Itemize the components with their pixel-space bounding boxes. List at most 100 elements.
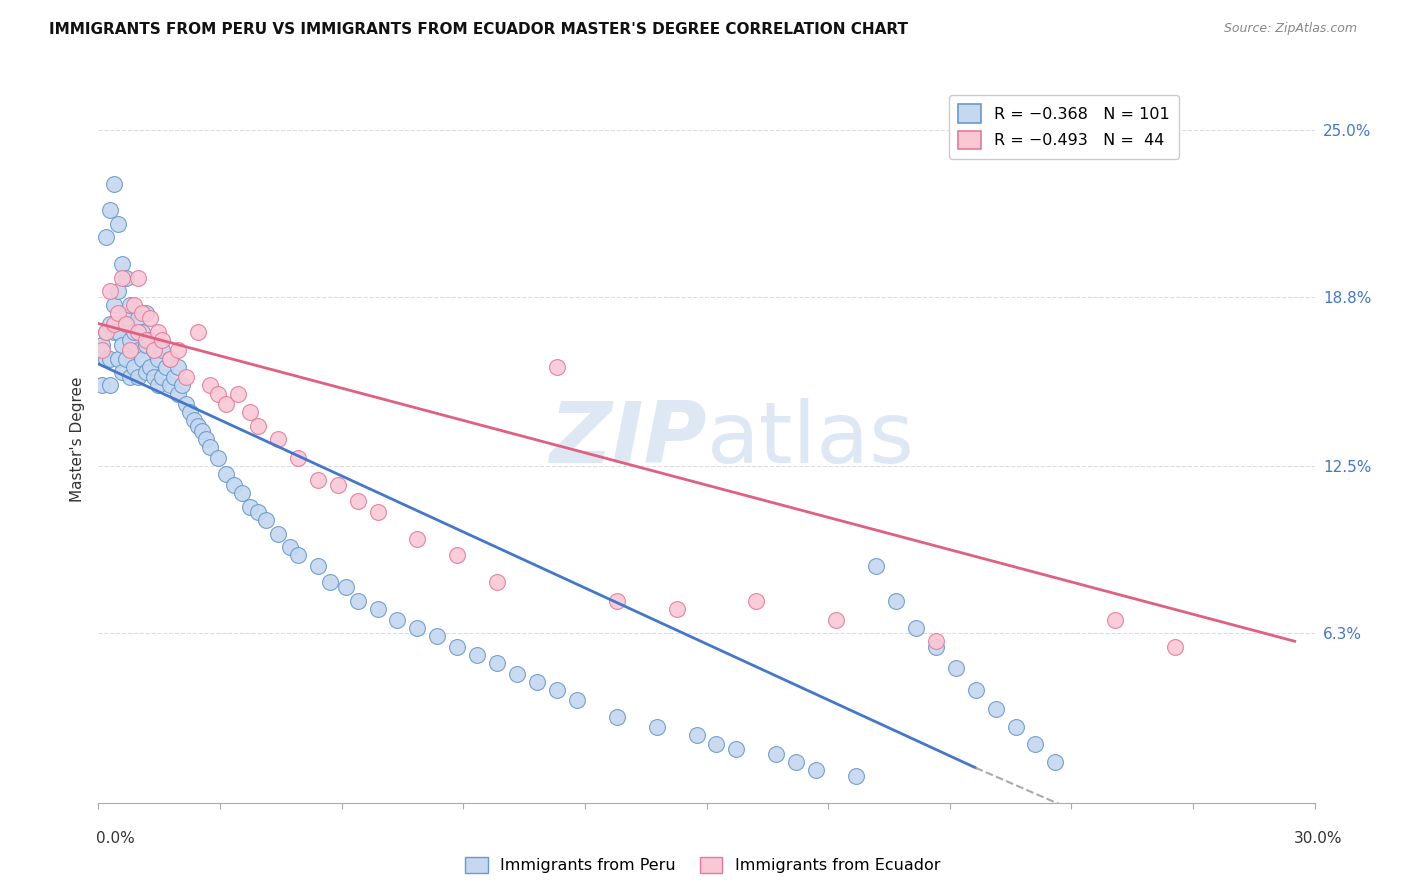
Point bbox=[665, 602, 688, 616]
Point bbox=[163, 370, 186, 384]
Point bbox=[103, 177, 125, 191]
Text: 30.0%: 30.0% bbox=[1295, 831, 1343, 847]
Point bbox=[387, 613, 409, 627]
Point bbox=[131, 351, 153, 366]
Point bbox=[159, 351, 181, 366]
Point bbox=[1164, 640, 1187, 654]
Point bbox=[127, 311, 149, 326]
Legend: Immigrants from Peru, Immigrants from Ecuador: Immigrants from Peru, Immigrants from Ec… bbox=[458, 850, 948, 880]
Point bbox=[884, 594, 907, 608]
Point bbox=[239, 405, 262, 419]
Point bbox=[865, 558, 887, 573]
Point bbox=[167, 386, 190, 401]
Point bbox=[804, 764, 827, 778]
Point bbox=[183, 413, 205, 427]
Point bbox=[465, 648, 488, 662]
Point bbox=[131, 325, 153, 339]
Point bbox=[925, 634, 948, 648]
Point bbox=[215, 467, 238, 482]
Point bbox=[139, 311, 162, 326]
Point bbox=[143, 343, 166, 358]
Point bbox=[765, 747, 787, 762]
Point bbox=[159, 351, 181, 366]
Point bbox=[96, 325, 118, 339]
Point bbox=[785, 756, 807, 770]
Point bbox=[367, 505, 389, 519]
Point bbox=[446, 548, 468, 562]
Point bbox=[96, 230, 118, 244]
Point bbox=[222, 478, 245, 492]
Point bbox=[254, 513, 277, 527]
Point bbox=[207, 451, 229, 466]
Point bbox=[91, 343, 114, 358]
Point bbox=[107, 284, 129, 298]
Point bbox=[346, 494, 368, 508]
Point bbox=[267, 432, 290, 446]
Point bbox=[124, 359, 146, 374]
Point bbox=[103, 298, 125, 312]
Point bbox=[124, 298, 146, 312]
Point bbox=[198, 441, 221, 455]
Point bbox=[446, 640, 468, 654]
Point bbox=[745, 594, 768, 608]
Point bbox=[367, 602, 389, 616]
Point bbox=[565, 693, 588, 707]
Point bbox=[486, 656, 509, 670]
Point bbox=[506, 666, 529, 681]
Point bbox=[187, 418, 209, 433]
Point bbox=[725, 742, 748, 756]
Point bbox=[91, 338, 114, 352]
Point bbox=[135, 365, 157, 379]
Point bbox=[174, 370, 197, 384]
Point bbox=[100, 203, 122, 218]
Point bbox=[825, 613, 848, 627]
Point bbox=[984, 701, 1007, 715]
Point bbox=[406, 621, 429, 635]
Point bbox=[115, 270, 138, 285]
Point bbox=[526, 674, 548, 689]
Point bbox=[187, 325, 209, 339]
Point bbox=[925, 640, 948, 654]
Point bbox=[111, 270, 134, 285]
Point bbox=[226, 386, 249, 401]
Point bbox=[103, 325, 125, 339]
Point bbox=[195, 432, 218, 446]
Point bbox=[120, 298, 142, 312]
Point bbox=[115, 311, 138, 326]
Point bbox=[111, 338, 134, 352]
Point bbox=[239, 500, 262, 514]
Text: ZIP: ZIP bbox=[548, 398, 707, 481]
Point bbox=[135, 306, 157, 320]
Point bbox=[135, 338, 157, 352]
Point bbox=[287, 548, 309, 562]
Point bbox=[148, 351, 170, 366]
Point bbox=[124, 325, 146, 339]
Point bbox=[645, 720, 668, 734]
Point bbox=[904, 621, 927, 635]
Point bbox=[107, 351, 129, 366]
Point bbox=[148, 378, 170, 392]
Point bbox=[111, 365, 134, 379]
Point bbox=[287, 451, 309, 466]
Point bbox=[143, 370, 166, 384]
Point bbox=[326, 478, 349, 492]
Point bbox=[96, 351, 118, 366]
Point bbox=[150, 370, 173, 384]
Point bbox=[307, 558, 329, 573]
Point bbox=[135, 333, 157, 347]
Point bbox=[179, 405, 201, 419]
Point bbox=[246, 418, 269, 433]
Point bbox=[103, 317, 125, 331]
Text: IMMIGRANTS FROM PERU VS IMMIGRANTS FROM ECUADOR MASTER'S DEGREE CORRELATION CHAR: IMMIGRANTS FROM PERU VS IMMIGRANTS FROM … bbox=[49, 22, 908, 37]
Point bbox=[198, 378, 221, 392]
Point bbox=[127, 325, 149, 339]
Point bbox=[1104, 613, 1126, 627]
Point bbox=[167, 359, 190, 374]
Point bbox=[155, 359, 177, 374]
Point bbox=[167, 343, 190, 358]
Point bbox=[215, 397, 238, 411]
Point bbox=[346, 594, 368, 608]
Point bbox=[100, 284, 122, 298]
Point bbox=[318, 574, 340, 589]
Point bbox=[191, 424, 214, 438]
